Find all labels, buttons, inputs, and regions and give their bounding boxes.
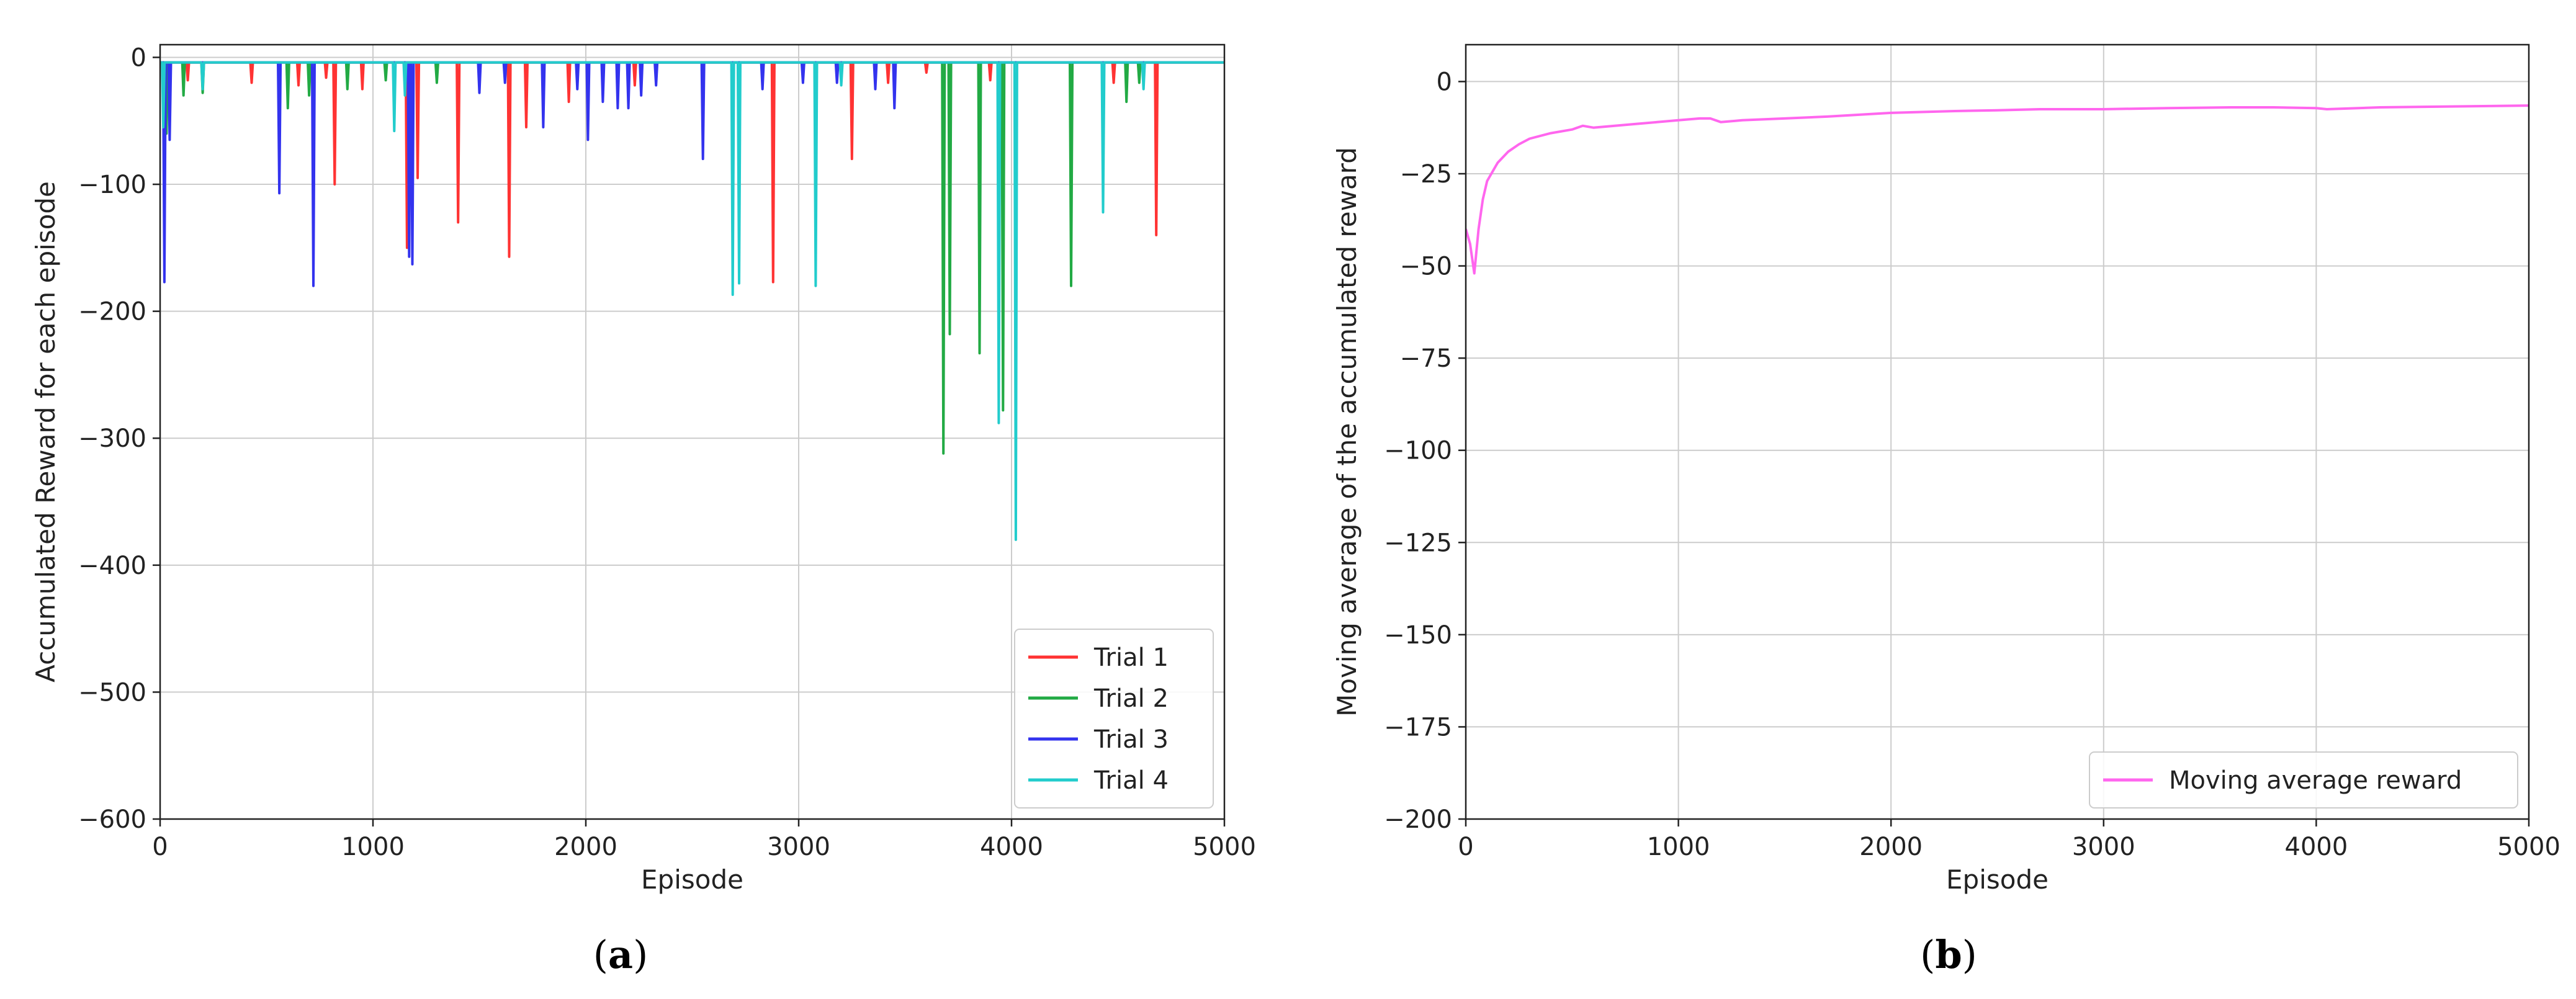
- y-axis-label: Accumulated Reward for each episode: [30, 181, 61, 683]
- y-tick-label: −600: [78, 805, 146, 834]
- legend-box: [2089, 751, 2518, 809]
- x-tick-label: 3000: [2072, 833, 2135, 861]
- panel-letter: b: [1935, 932, 1962, 977]
- x-tick-label: 2000: [554, 833, 617, 861]
- x-tick-label: 2000: [1859, 833, 1923, 861]
- x-tick-label: 1000: [341, 833, 405, 861]
- x-axis-label: Episode: [641, 864, 743, 895]
- legend: Moving average reward: [2089, 751, 2518, 809]
- y-tick-label: −75: [1400, 344, 1452, 373]
- y-tick-label: −300: [78, 424, 146, 453]
- y-tick-label: −25: [1400, 160, 1452, 189]
- chart-panel-a: 0 1000 2000 3000 4000 5000 0 −100 −200 −300 −400 −5…: [30, 43, 1256, 895]
- legend-label: Trial 1: [1093, 643, 1169, 672]
- series-line-trial-1: [160, 61, 1224, 284]
- series-line-moving-average-reward: [1466, 104, 2529, 275]
- x-tick-label: 0: [152, 833, 168, 861]
- y-tick-label: −200: [78, 298, 146, 326]
- x-axis-label: Episode: [1946, 864, 2049, 895]
- legend-label: Trial 4: [1093, 766, 1169, 795]
- y-tick-label: −50: [1400, 253, 1452, 281]
- y-tick-label: −125: [1384, 529, 1452, 557]
- legend-label: Trial 3: [1093, 725, 1169, 754]
- y-tick-label: 0: [131, 43, 146, 72]
- y-tick-label: −100: [78, 171, 146, 199]
- x-tick-label: 4000: [2285, 833, 2348, 861]
- y-tick-label: −175: [1384, 713, 1452, 741]
- panel-label-b: (b): [1920, 932, 1977, 977]
- legend: Trial 1 Trial 2 Trial 3 Trial 4: [1014, 629, 1214, 809]
- x-tick-label: 3000: [767, 833, 830, 861]
- x-tick-label: 4000: [980, 833, 1043, 861]
- plot-frame: [159, 43, 1226, 820]
- series-line-trial-2: [160, 61, 1224, 455]
- panel-letter: a: [608, 932, 633, 977]
- y-axis-label: Moving average of the accumulated reward: [1332, 147, 1362, 717]
- legend-box: [1014, 629, 1214, 809]
- y-tick-label: −100: [1384, 437, 1452, 465]
- plot-area: [1466, 104, 2529, 275]
- chart-panel-b: 0 1000 2000 3000 4000 5000 0 −25 −50 −75 −100 −125 −…: [1332, 43, 2560, 895]
- y-tick-label: 0: [1437, 68, 1452, 96]
- legend-label: Trial 2: [1093, 684, 1169, 713]
- y-tick-label: −200: [1384, 805, 1452, 834]
- y-tick-label: −500: [78, 678, 146, 707]
- legend-label: Moving average reward: [2169, 766, 2462, 795]
- x-tick-label: 5000: [2497, 833, 2560, 861]
- series-line-trial-4: [160, 61, 1224, 541]
- panel-label-a: (a): [593, 932, 648, 977]
- x-tick-label: 5000: [1193, 833, 1256, 861]
- plot-frame: [1465, 43, 2530, 820]
- y-tick-label: −150: [1384, 621, 1452, 650]
- x-tick-label: 0: [1458, 833, 1473, 861]
- plot-area: [160, 61, 1224, 541]
- x-tick-label: 1000: [1647, 833, 1710, 861]
- y-tick-label: −400: [78, 552, 146, 580]
- series-line-trial-3: [160, 61, 1224, 287]
